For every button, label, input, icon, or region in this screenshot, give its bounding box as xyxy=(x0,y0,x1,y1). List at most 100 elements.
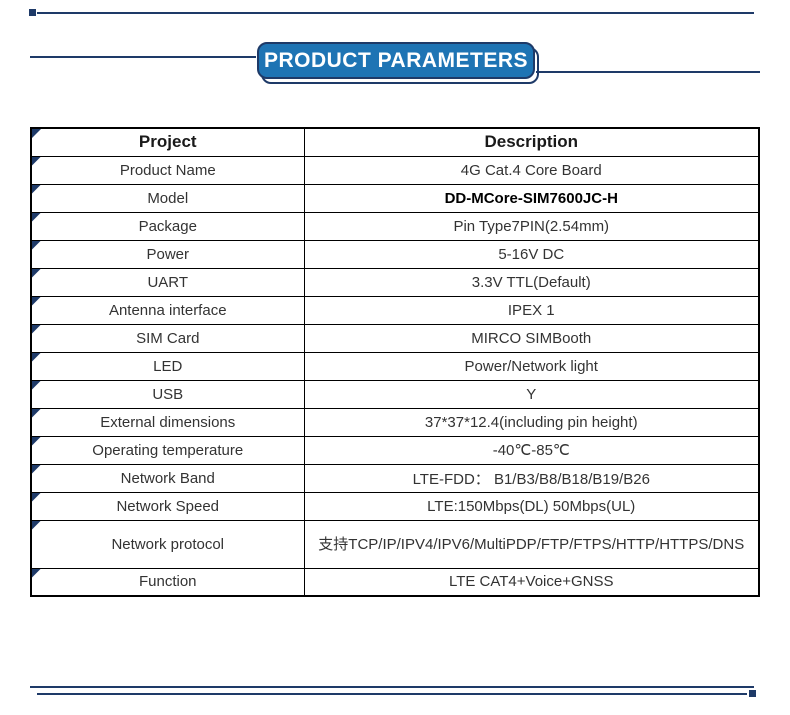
bottom-rule-line-upper xyxy=(30,686,754,688)
project-label: LED xyxy=(153,357,183,375)
corner-triangle-icon xyxy=(32,380,41,390)
corner-triangle-icon xyxy=(32,296,41,306)
corner-triangle-icon xyxy=(32,520,41,530)
project-cell: Network Speed xyxy=(30,491,305,521)
bottom-rule-square xyxy=(749,690,756,697)
project-label: Model xyxy=(147,189,189,207)
project-label: Operating temperature xyxy=(92,441,244,459)
spec-table-body: Product Name 4G Cat.4 Core Board Model DD-M… xyxy=(30,155,760,597)
corner-triangle-icon xyxy=(32,212,41,222)
table-row: Model DD-MCore-SIM7600JC-H xyxy=(30,183,760,213)
project-cell: Antenna interface xyxy=(30,295,305,325)
table-row: Network protocol 支持TCP/IP/IPV4/IPV6/Multi… xyxy=(30,519,760,569)
description-cell: IPEX 1 xyxy=(303,295,760,325)
banner-title: PRODUCT PARAMETERS xyxy=(263,48,529,72)
banner-right-line xyxy=(536,71,760,73)
project-cell: UART xyxy=(30,267,305,297)
corner-triangle-icon xyxy=(32,324,41,334)
table-row: Antenna interface IPEX 1 xyxy=(30,295,760,325)
top-rule-line xyxy=(37,12,754,14)
description-value: 37*37*12.4(including pin height) xyxy=(424,413,638,431)
description-cell: LTE:150Mbps(DL) 50Mbps(UL) xyxy=(303,491,760,521)
table-row: Network Band LTE-FDD： B1/B3/B8/B18/B19/B2… xyxy=(30,463,760,493)
table-row: Network Speed LTE:150Mbps(DL) 50Mbps(UL) xyxy=(30,491,760,521)
description-cell: 5-16V DC xyxy=(303,239,760,269)
project-label: Power xyxy=(146,245,190,263)
table-row: External dimensions 37*37*12.4(including … xyxy=(30,407,760,437)
project-label: Network protocol xyxy=(111,535,225,553)
project-label: Package xyxy=(138,217,197,235)
description-value: Power/Network light xyxy=(464,357,598,375)
banner-product-parameters: PRODUCT PARAMETERS xyxy=(257,42,535,79)
project-label: Product Name xyxy=(119,161,216,179)
table-row: Product Name 4G Cat.4 Core Board xyxy=(30,155,760,185)
corner-triangle-icon xyxy=(32,156,41,166)
description-value: MIRCO SIMBooth xyxy=(471,329,592,347)
project-label: UART xyxy=(147,273,189,291)
description-cell: LTE CAT4+Voice+GNSS xyxy=(303,567,760,597)
project-cell: Function xyxy=(30,567,305,597)
project-cell: Network Band xyxy=(30,463,305,493)
description-cell: 3.3V TTL(Default) xyxy=(303,267,760,297)
table-row: Function LTE CAT4+Voice+GNSS xyxy=(30,567,760,597)
project-label: Function xyxy=(138,573,197,591)
table-row: UART 3.3V TTL(Default) xyxy=(30,267,760,297)
description-cell: 支持TCP/IP/IPV4/IPV6/MultiPDP/FTP/FTPS/HTT… xyxy=(303,519,760,569)
project-cell: Operating temperature xyxy=(30,435,305,465)
corner-triangle-icon xyxy=(32,352,41,362)
description-value: 5-16V DC xyxy=(498,245,565,263)
description-value: LTE-FDD： B1/B3/B8/B18/B19/B26 xyxy=(412,470,650,488)
description-value: 4G Cat.4 Core Board xyxy=(460,161,602,179)
project-label: USB xyxy=(152,385,184,403)
corner-triangle-icon xyxy=(32,492,41,502)
table-row: SIM Card MIRCO SIMBooth xyxy=(30,323,760,353)
description-value: IPEX 1 xyxy=(507,301,555,319)
corner-triangle-icon xyxy=(32,129,41,138)
description-cell: Power/Network light xyxy=(303,351,760,381)
description-cell: 37*37*12.4(including pin height) xyxy=(303,407,760,437)
banner-left-line xyxy=(30,56,256,58)
project-header-label: Project xyxy=(138,132,197,152)
corner-triangle-icon xyxy=(32,268,41,278)
table-row: LED Power/Network light xyxy=(30,351,760,381)
description-cell: -40℃-85℃ xyxy=(303,435,760,465)
corner-triangle-icon xyxy=(32,240,41,250)
project-label: External dimensions xyxy=(100,413,236,431)
description-value: Y xyxy=(526,385,537,403)
corner-triangle-icon xyxy=(32,464,41,474)
corner-triangle-icon xyxy=(32,184,41,194)
project-cell: Power xyxy=(30,239,305,269)
corner-triangle-icon xyxy=(32,568,41,578)
description-value: DD-MCore-SIM7600JC-H xyxy=(444,189,618,207)
description-value: -40℃-85℃ xyxy=(492,442,570,459)
header-row: Project Description xyxy=(30,127,760,157)
description-cell: Pin Type7PIN(2.54mm) xyxy=(303,211,760,241)
top-rule-square xyxy=(29,9,36,16)
description-header-label: Description xyxy=(484,132,579,152)
description-cell: Y xyxy=(303,379,760,409)
project-cell: Network protocol xyxy=(30,519,305,569)
project-label: Antenna interface xyxy=(108,301,227,319)
bottom-rule-line-lower xyxy=(37,693,747,695)
table-row: Operating temperature -40℃-85℃ xyxy=(30,435,760,465)
description-cell: 4G Cat.4 Core Board xyxy=(303,155,760,185)
project-cell: Model xyxy=(30,183,305,213)
description-value: Pin Type7PIN(2.54mm) xyxy=(453,217,610,235)
table-row: Power 5-16V DC xyxy=(30,239,760,269)
project-cell: LED xyxy=(30,351,305,381)
description-value: 支持TCP/IP/IPV4/IPV6/MultiPDP/FTP/FTPS/HTT… xyxy=(318,535,745,553)
project-label: SIM Card xyxy=(136,329,200,347)
project-cell: USB xyxy=(30,379,305,409)
description-value: LTE CAT4+Voice+GNSS xyxy=(448,573,614,591)
spec-table: Project Description Product Name 4G Cat.4… xyxy=(30,127,760,597)
table-row: USB Y xyxy=(30,379,760,409)
table-row: Package Pin Type7PIN(2.54mm) xyxy=(30,211,760,241)
corner-triangle-icon xyxy=(32,436,41,446)
description-cell: MIRCO SIMBooth xyxy=(303,323,760,353)
description-value: LTE:150Mbps(DL) 50Mbps(UL) xyxy=(427,497,636,515)
project-cell: Package xyxy=(30,211,305,241)
project-header-cell: Project xyxy=(30,127,305,157)
description-cell: DD-MCore-SIM7600JC-H xyxy=(303,183,760,213)
project-cell: Product Name xyxy=(30,155,305,185)
